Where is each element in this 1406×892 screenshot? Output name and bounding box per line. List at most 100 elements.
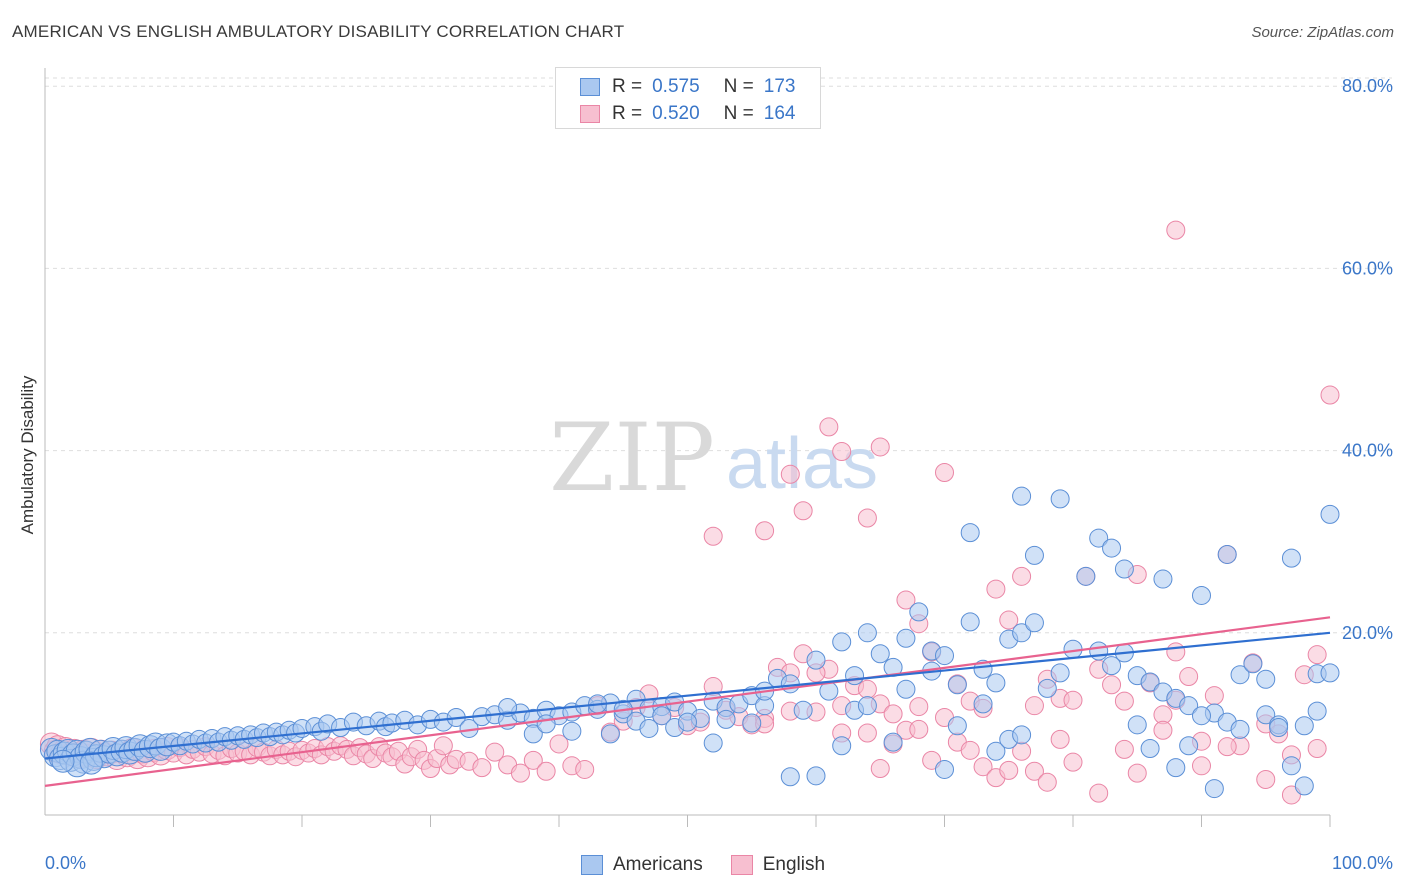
- english-point: [1063, 690, 1083, 710]
- americans-point: [909, 602, 929, 622]
- legend-item-english[interactable]: English: [730, 854, 826, 876]
- english-point: [433, 736, 453, 756]
- americans-point: [806, 650, 826, 670]
- english-point: [922, 750, 942, 770]
- americans-point: [935, 759, 954, 779]
- english-point: [857, 508, 877, 528]
- x-tick-label: 100.0%: [1332, 853, 1393, 873]
- english-point: [870, 759, 890, 779]
- legend-row-americans: R = 0.575 N = 173: [580, 76, 795, 98]
- axes: [44, 68, 1331, 827]
- americans-point: [870, 644, 890, 664]
- americans-point: [523, 724, 543, 744]
- english-point: [896, 590, 916, 610]
- watermark-zip: ZIP: [549, 404, 715, 513]
- english-point: [857, 679, 877, 699]
- legend-item-americans[interactable]: Americans: [580, 854, 703, 876]
- americans-point: [1089, 528, 1109, 548]
- americans-point: [1102, 656, 1122, 676]
- americans-point: [1217, 544, 1237, 564]
- english-point: [1179, 667, 1199, 687]
- english-swatch: [730, 855, 753, 875]
- americans-point: [1230, 719, 1250, 739]
- english-point: [485, 742, 505, 762]
- americans-point: [1153, 569, 1173, 589]
- english-point: [1192, 756, 1211, 776]
- americans-point: [1012, 623, 1032, 643]
- americans-point: [716, 709, 736, 729]
- legend-n-value: 164: [763, 103, 796, 124]
- americans-point: [678, 712, 697, 732]
- source-label: Source: ZipAtlas.com: [1251, 24, 1394, 41]
- americans-point: [973, 694, 993, 714]
- americans-point: [1281, 756, 1301, 776]
- americans-swatch: [580, 78, 600, 96]
- english-point: [909, 719, 929, 739]
- legend-r-label: R =: [612, 103, 643, 124]
- english-point: [1166, 642, 1186, 662]
- americans-point: [960, 612, 980, 632]
- english-point: [523, 750, 543, 770]
- americans-trend-line: [44, 631, 1331, 760]
- english-point: [1153, 720, 1173, 740]
- americans-point: [1012, 486, 1032, 506]
- legend-r-label: R =: [612, 76, 643, 97]
- legend-label-english: English: [762, 854, 826, 875]
- americans-point: [639, 718, 659, 738]
- english-point: [1114, 691, 1134, 711]
- english-point: [1320, 385, 1340, 405]
- english-swatch: [580, 105, 600, 123]
- americans-point: [1140, 738, 1160, 758]
- americans-point: [986, 741, 1006, 761]
- americans-point: [1179, 696, 1199, 716]
- americans-point: [703, 733, 723, 753]
- americans-point: [973, 659, 993, 679]
- americans-point: [1012, 725, 1032, 745]
- y-tick-label: 60.0%: [1342, 258, 1393, 278]
- english-point: [857, 723, 877, 743]
- english-point: [1024, 761, 1044, 781]
- americans-point: [1294, 776, 1314, 796]
- y-tick-label: 80.0%: [1342, 76, 1393, 96]
- americans-point: [1281, 548, 1301, 568]
- americans-point: [793, 700, 813, 720]
- english-point: [1024, 696, 1044, 716]
- y-tick-label: 20.0%: [1342, 623, 1393, 643]
- english-point: [472, 758, 492, 778]
- english-point: [1102, 675, 1122, 695]
- x-tick-label: 0.0%: [45, 853, 86, 873]
- americans-point: [1089, 641, 1109, 661]
- trend-lines: [44, 616, 1331, 787]
- english-point: [1089, 783, 1109, 803]
- americans-point: [857, 623, 877, 643]
- americans-point: [845, 666, 865, 686]
- americans-point: [1320, 504, 1340, 524]
- americans-point: [1037, 678, 1057, 698]
- americans-point: [947, 716, 967, 736]
- legend-n-label: N =: [723, 76, 754, 97]
- americans-point: [1050, 489, 1070, 509]
- americans-point: [947, 675, 967, 695]
- chart-title: AMERICAN VS ENGLISH AMBULATORY DISABILIT…: [12, 22, 625, 41]
- series-legend: Americans English: [0, 852, 1406, 878]
- english-point: [1166, 220, 1186, 240]
- english-point: [755, 521, 775, 541]
- americans-point: [652, 706, 672, 726]
- americans-point: [806, 766, 826, 786]
- english-point: [575, 759, 595, 779]
- tick-labels: 20.0% 40.0% 60.0% 80.0% 0.0% 100.0%: [45, 76, 1393, 873]
- english-point: [1063, 752, 1083, 772]
- americans-point: [1192, 706, 1211, 726]
- english-point: [935, 462, 954, 482]
- americans-point: [1269, 718, 1289, 738]
- english-point: [1307, 738, 1327, 758]
- english-point: [1307, 645, 1327, 665]
- english-point: [1217, 737, 1237, 757]
- english-point: [793, 501, 813, 521]
- legend-n-label: N =: [723, 103, 754, 124]
- americans-point: [79, 751, 103, 775]
- correlation-legend: R = 0.575 N = 173 R = 0.520 N = 164: [555, 67, 821, 129]
- americans-point: [1114, 559, 1134, 579]
- y-tick-label: 40.0%: [1342, 441, 1393, 461]
